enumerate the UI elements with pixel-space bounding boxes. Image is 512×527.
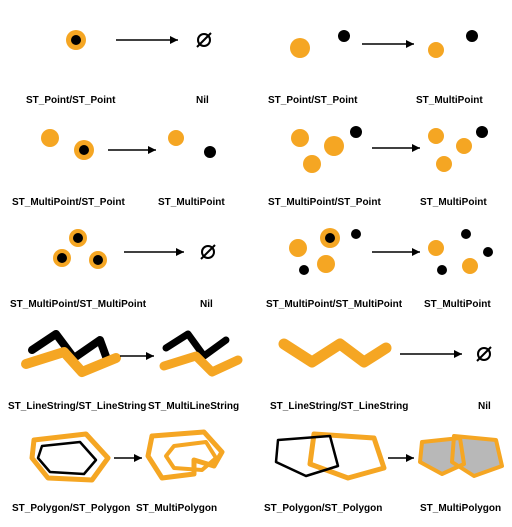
cell-r1-right: ST_MultiPoint/ST_Point ST_MultiPoint xyxy=(264,110,512,208)
cell-r1-left: ST_MultiPoint/ST_Point ST_MultiPoint xyxy=(8,110,256,208)
output-label: Nil xyxy=(200,299,213,310)
input-label: ST_Point/ST_Point xyxy=(26,95,115,106)
diagram-svg xyxy=(8,212,256,288)
diagram-svg xyxy=(8,416,256,492)
input-label: ST_Polygon/ST_Polygon xyxy=(12,503,130,514)
output-label: ST_MultiPoint xyxy=(416,95,483,106)
cell-r3-right: ST_LineString/ST_LineString Nil xyxy=(264,314,512,412)
input-label: ST_MultiPoint/ST_MultiPoint xyxy=(10,299,146,310)
input-label: ST_MultiPoint/ST_Point xyxy=(268,197,381,208)
input-label: ST_LineString/ST_LineString xyxy=(270,401,408,412)
output-label: Nil xyxy=(196,95,209,106)
input-label: ST_LineString/ST_LineString xyxy=(8,401,146,412)
cell-r0-left: ST_Point/ST_Point Nil xyxy=(8,8,256,106)
diagram-svg xyxy=(8,314,256,390)
output-label: ST_MultiPoint xyxy=(424,299,491,310)
output-label: ST_MultiPoint xyxy=(420,197,487,208)
diagram-grid: ST_Point/ST_PointNilST_Point/ST_PointST_… xyxy=(8,8,504,514)
diagram-svg xyxy=(264,212,512,288)
cell-r2-right: ST_MultiPoint/ST_MultiPoint ST_MultiPoint xyxy=(264,212,512,310)
input-label: ST_MultiPoint/ST_MultiPoint xyxy=(266,299,402,310)
diagram-svg xyxy=(264,416,512,492)
input-label: ST_Point/ST_Point xyxy=(268,95,357,106)
input-label: ST_MultiPoint/ST_Point xyxy=(12,197,125,208)
diagram-svg xyxy=(8,110,256,186)
output-label: Nil xyxy=(478,401,491,412)
diagram-svg xyxy=(264,110,512,186)
cell-r2-left: ST_MultiPoint/ST_MultiPoint Nil xyxy=(8,212,256,310)
diagram-svg xyxy=(8,8,256,84)
cell-r4-left: ST_Polygon/ST_Polygon ST_MultiPolygon xyxy=(8,416,256,514)
cell-r3-left: ST_LineString/ST_LineStringST_MultiLineS… xyxy=(8,314,256,412)
output-label: ST_MultiLineString xyxy=(148,401,239,412)
cell-r4-right: ST_Polygon/ST_Polygon ST_MultiPolygon xyxy=(264,416,512,514)
input-label: ST_Polygon/ST_Polygon xyxy=(264,503,382,514)
diagram-svg xyxy=(264,314,512,390)
diagram-svg xyxy=(264,8,512,84)
output-label: ST_MultiPolygon xyxy=(420,503,501,514)
output-label: ST_MultiPolygon xyxy=(136,503,217,514)
cell-r0-right: ST_Point/ST_Point ST_MultiPoint xyxy=(264,8,512,106)
output-label: ST_MultiPoint xyxy=(158,197,225,208)
